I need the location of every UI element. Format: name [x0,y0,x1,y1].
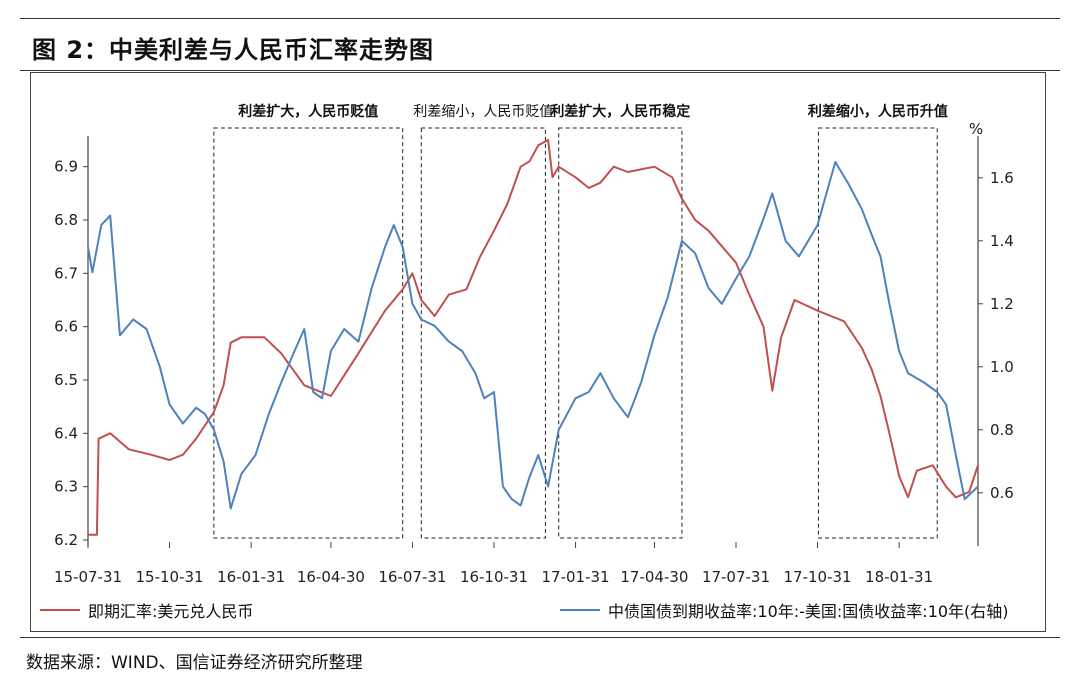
right-tick-label-3: 1.2 [990,295,1014,313]
x-tick-label-9: 17-10-31 [784,568,852,586]
x-tick-label-6: 17-01-31 [542,568,610,586]
legend-swatch-exchange-rate [40,609,80,611]
x-tick-label-3: 16-04-30 [297,568,365,586]
x-tick-label-8: 17-07-31 [702,568,770,586]
annotation-label-0: 利差扩大，人民币贬值 [238,103,378,120]
legend-label-exchange-rate: 即期汇率:美元兑人民币 [88,602,254,621]
annotation-box-0 [213,127,404,539]
left-tick-label-3: 6.5 [54,371,78,389]
annotation-box-2 [558,127,683,539]
left-tick-label-0: 6.2 [54,531,78,549]
right-tick-label-2: 1.0 [990,358,1014,376]
annotation-label-1: 利差缩小，人民币贬值 [413,104,553,120]
left-tick-label-1: 6.3 [54,478,78,496]
x-tick-label-4: 16-07-31 [378,568,446,586]
right-tick-label-5: 1.6 [990,169,1014,187]
annotation-box-1 [420,127,546,539]
bottom-rule [20,637,1060,638]
left-tick-label-4: 6.6 [54,318,78,336]
legend-item-spread: 中债国债到期收益率:10年:-美国:国债收益率:10年(右轴) [560,598,1009,622]
right-axis-unit: % [969,120,983,138]
annotation-label-3: 利差缩小，人民币升值 [808,103,948,120]
x-tick-label-0: 15-07-31 [54,568,122,586]
x-tick-label-10: 18-01-31 [865,568,933,586]
left-tick-label-5: 6.7 [54,264,78,282]
title-rule [20,70,1060,71]
legend-label-spread: 中债国债到期收益率:10年:-美国:国债收益率:10年(右轴) [608,602,1009,621]
x-tick-label-2: 16-01-31 [217,568,285,586]
right-tick-label-1: 0.8 [990,421,1014,439]
source-note: 数据来源：WIND、国信证券经济研究所整理 [26,653,363,673]
x-tick-label-5: 16-10-31 [460,568,528,586]
annotation-label-2: 利差扩大，人民币稳定 [550,103,690,120]
chart-frame [30,72,1046,632]
legend-swatch-spread [560,609,600,611]
left-tick-label-2: 6.4 [54,424,78,442]
x-tick-label-1: 15-10-31 [136,568,204,586]
x-tick-label-7: 17-04-30 [620,568,688,586]
legend-item-exchange-rate: 即期汇率:美元兑人民币 [40,598,253,622]
series-line-0 [88,139,979,536]
right-tick-label-4: 1.4 [990,232,1014,250]
left-tick-label-7: 6.9 [54,158,78,176]
top-rule [20,18,1060,19]
figure-title: 图 2：中美利差与人民币汇率走势图 [32,36,435,64]
left-tick-label-6: 6.8 [54,211,78,229]
annotation-box-3 [817,127,938,539]
right-tick-label-0: 0.6 [990,484,1014,502]
series-line-1 [87,161,979,510]
